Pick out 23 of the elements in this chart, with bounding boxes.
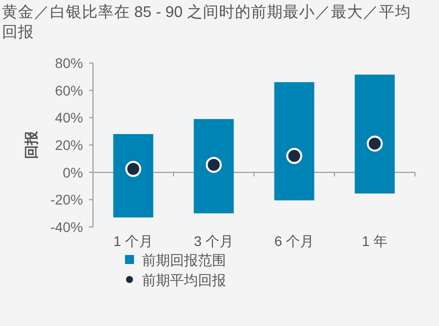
y-tick-label: 60%	[54, 82, 83, 98]
x-tick-label: 3 个月	[194, 233, 234, 249]
bar	[274, 82, 314, 200]
legend-label: 前期回报范围	[142, 252, 226, 268]
bar	[354, 74, 395, 194]
y-tick-label: 40%	[54, 110, 83, 126]
y-tick-label: 0%	[62, 164, 83, 180]
legend-label: 前期平均回报	[142, 272, 226, 288]
x-tick-label: 1 年	[362, 233, 388, 249]
y-tick-label: -40%	[50, 219, 83, 235]
bar	[194, 119, 234, 214]
x-tick-label: 6 个月	[274, 233, 314, 249]
point	[286, 148, 302, 164]
x-tick-label: 1 个月	[113, 233, 154, 249]
point	[206, 156, 222, 173]
y-tick-label: 80%	[54, 55, 83, 71]
chart-title: 黄金／白银比率在 85 - 90 之间时的前期最小／最大／平均回报	[2, 3, 411, 41]
bar	[113, 134, 154, 218]
point	[125, 160, 142, 177]
y-tick-label: 20%	[54, 137, 83, 153]
point	[366, 136, 383, 152]
y-tick-label: -20%	[50, 192, 83, 208]
y-axis-title: 回报	[23, 130, 39, 159]
